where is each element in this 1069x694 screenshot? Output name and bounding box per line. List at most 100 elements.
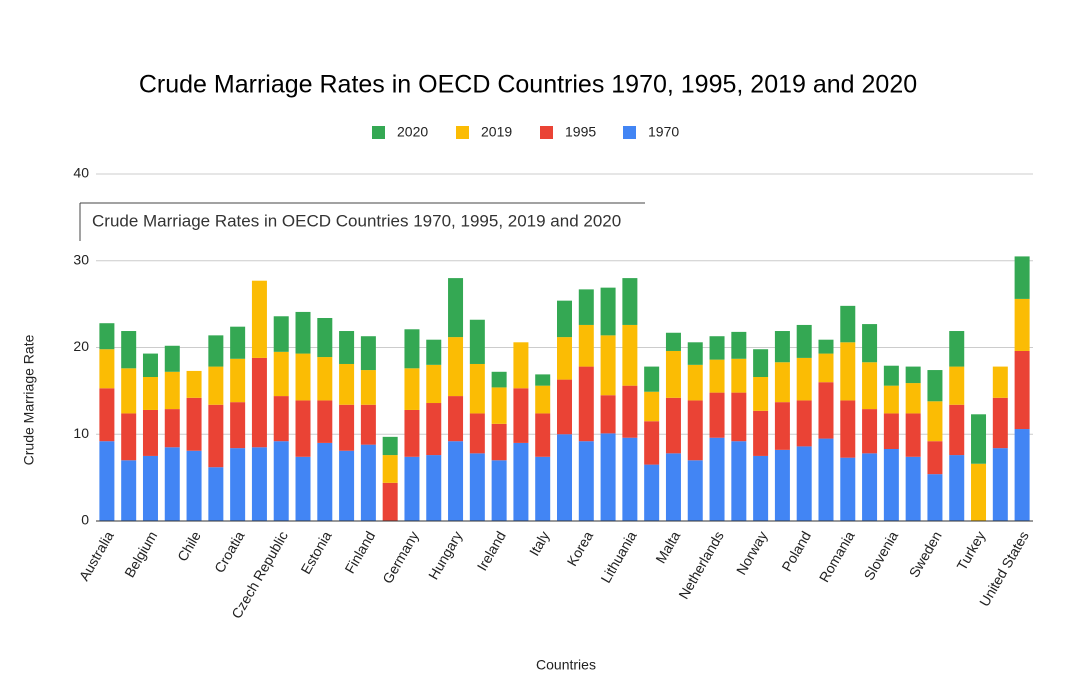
bar-segment bbox=[644, 421, 660, 465]
bar-segment bbox=[404, 456, 420, 521]
bar-segment bbox=[883, 365, 899, 386]
bar-segment bbox=[753, 455, 769, 521]
bar-segment bbox=[339, 363, 355, 405]
bar-segment bbox=[469, 363, 485, 414]
bar-segment bbox=[121, 331, 137, 369]
bar-segment bbox=[687, 400, 703, 461]
bar-segment bbox=[622, 385, 638, 438]
bar-segment bbox=[905, 456, 921, 521]
bar-segment bbox=[622, 278, 638, 325]
bar-segment bbox=[186, 397, 202, 451]
bar-segment bbox=[317, 400, 333, 443]
bar-segment bbox=[774, 331, 790, 363]
tooltip: Crude Marriage Rates in OECD Countries 1… bbox=[79, 202, 645, 241]
legend-label: 2020 bbox=[397, 124, 428, 140]
bar-segment bbox=[600, 335, 616, 396]
bar-segment bbox=[796, 446, 812, 521]
bar-segment bbox=[513, 442, 529, 521]
bar-segment bbox=[164, 371, 180, 410]
bar-segment bbox=[513, 388, 529, 443]
bar-segment bbox=[796, 324, 812, 358]
bar-segment bbox=[578, 441, 594, 521]
bar-segment bbox=[208, 467, 224, 521]
bar-segment bbox=[709, 359, 725, 393]
bar-segment bbox=[971, 414, 987, 464]
bar-segment bbox=[273, 316, 289, 352]
bar-segment bbox=[469, 319, 485, 364]
bar-segment bbox=[1014, 429, 1030, 521]
bar-segment bbox=[339, 331, 355, 364]
bar-segment bbox=[644, 464, 660, 521]
bar-segment bbox=[251, 280, 267, 358]
bar-segment bbox=[687, 342, 703, 365]
bar-segment bbox=[448, 441, 464, 521]
bar-segment bbox=[578, 289, 594, 325]
bar-segment bbox=[186, 450, 202, 521]
bar-segment bbox=[535, 374, 551, 386]
tooltip-text: Crude Marriage Rates in OECD Countries 1… bbox=[92, 211, 621, 230]
bar-segment bbox=[317, 357, 333, 401]
bar-segment bbox=[360, 404, 376, 445]
bar-segment bbox=[840, 457, 856, 521]
bar-segment bbox=[600, 287, 616, 336]
bar-segment bbox=[665, 397, 681, 454]
bar-segment bbox=[862, 409, 878, 454]
bar-segment bbox=[992, 397, 1008, 449]
bar-segment bbox=[818, 339, 834, 354]
bar-segment bbox=[971, 463, 987, 521]
bar-segment bbox=[687, 364, 703, 401]
y-tick-label: 20 bbox=[73, 338, 89, 354]
y-tick-label: 0 bbox=[81, 512, 89, 528]
bar-segment bbox=[665, 350, 681, 398]
bar-segment bbox=[142, 353, 158, 377]
bar-segment bbox=[121, 413, 137, 461]
bar-segment bbox=[339, 404, 355, 451]
bar-segment bbox=[448, 278, 464, 338]
bar-segment bbox=[862, 362, 878, 410]
bar-segment bbox=[949, 455, 965, 521]
y-tick-label: 30 bbox=[73, 251, 89, 267]
bar-segment bbox=[578, 324, 594, 367]
bar-segment bbox=[469, 413, 485, 454]
legend-swatch bbox=[372, 126, 385, 139]
bar-segment bbox=[709, 437, 725, 521]
bar-segment bbox=[448, 337, 464, 397]
bar-segment bbox=[709, 392, 725, 438]
bar-segment bbox=[295, 353, 311, 401]
bar-segment bbox=[905, 413, 921, 457]
bar-segment bbox=[731, 441, 747, 521]
bar-segment bbox=[164, 409, 180, 448]
bar-segment bbox=[774, 449, 790, 521]
bar-segment bbox=[731, 358, 747, 393]
bar-segment bbox=[774, 402, 790, 450]
bar-segment bbox=[469, 453, 485, 521]
bar-segment bbox=[426, 339, 442, 365]
bar-segment bbox=[600, 395, 616, 434]
bar-segment bbox=[796, 357, 812, 401]
bar-segment bbox=[1014, 256, 1030, 299]
bar-segment bbox=[164, 345, 180, 372]
bar-segment bbox=[665, 332, 681, 351]
bar-segment bbox=[578, 366, 594, 442]
bar-segment bbox=[709, 336, 725, 360]
bar-segment bbox=[360, 336, 376, 371]
bar-segment bbox=[774, 362, 790, 403]
bar-segment bbox=[186, 370, 202, 398]
bar-segment bbox=[99, 441, 115, 521]
bar-segment bbox=[883, 448, 899, 521]
bar-segment bbox=[317, 318, 333, 358]
bar-segment bbox=[426, 403, 442, 456]
bar-segment bbox=[491, 423, 507, 461]
bar-segment bbox=[731, 392, 747, 442]
bar-segment bbox=[142, 376, 158, 410]
bar-segment bbox=[535, 413, 551, 457]
bar-segment bbox=[644, 366, 660, 392]
bar-segment bbox=[927, 370, 943, 402]
bar-segment bbox=[142, 455, 158, 521]
bar-segment bbox=[404, 368, 420, 410]
bar-segment bbox=[535, 456, 551, 521]
bar-segment bbox=[622, 437, 638, 521]
bar-segment bbox=[295, 311, 311, 354]
legend-swatch bbox=[540, 126, 553, 139]
bar-segment bbox=[273, 396, 289, 442]
